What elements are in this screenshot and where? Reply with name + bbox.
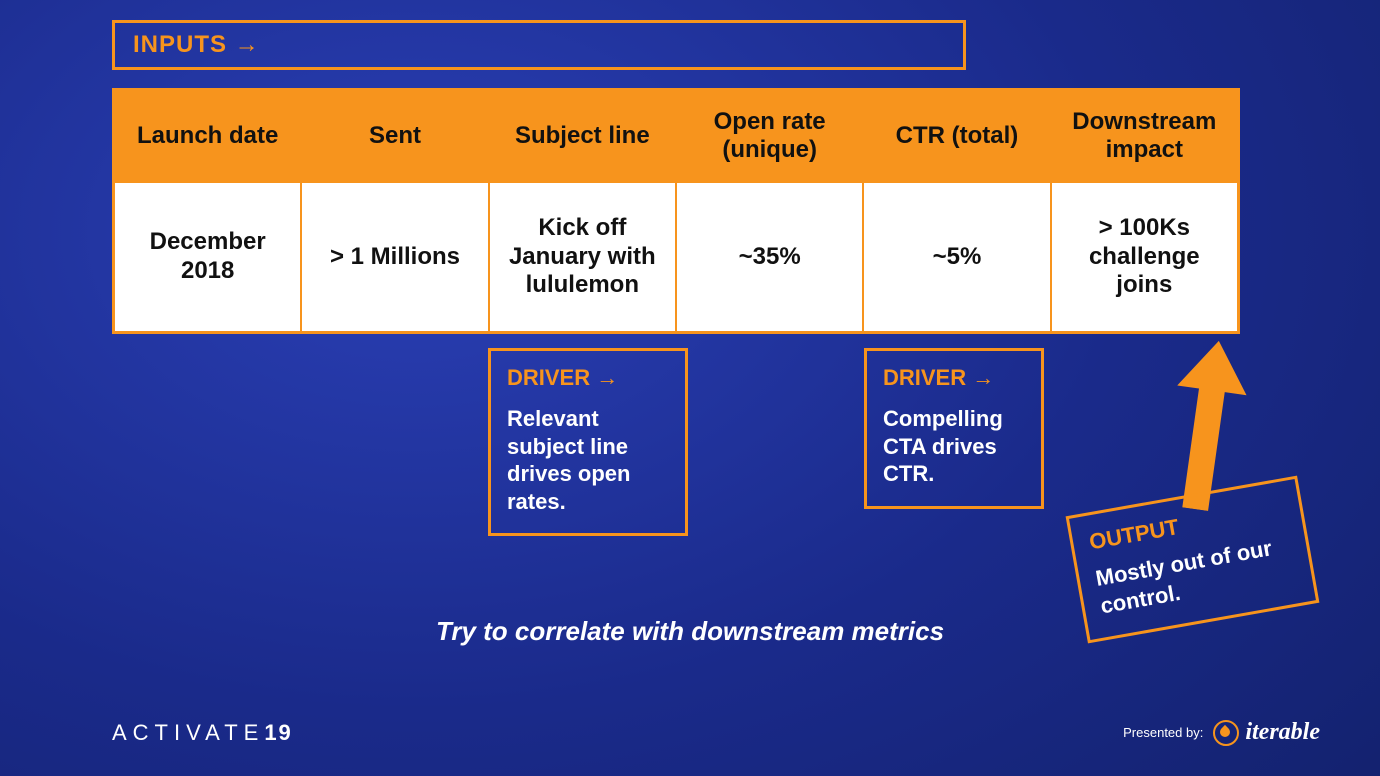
driver-label: DRIVER → — [883, 365, 1025, 391]
th-downstream: Downstream impact — [1051, 90, 1238, 182]
footer-year: 19 — [264, 720, 292, 745]
brand-name: iterable — [1245, 719, 1320, 746]
footer-brand-left: ACTIVATE19 — [112, 720, 293, 746]
th-ctr: CTR (total) — [863, 90, 1050, 182]
driver-label: DRIVER → — [507, 365, 669, 391]
th-subject-line: Subject line — [489, 90, 676, 182]
table-header-row: Launch date Sent Subject line Open rate … — [114, 90, 1238, 182]
inputs-label: INPUTS → — [133, 31, 260, 59]
inputs-box: INPUTS → — [112, 20, 966, 70]
td-ctr: ~5% — [863, 182, 1050, 332]
td-subject-line: Kick off January with lululemon — [489, 182, 676, 332]
iterable-logo-icon — [1213, 720, 1239, 746]
footer-activate: ACTIVATE — [112, 720, 264, 745]
td-open-rate: ~35% — [676, 182, 863, 332]
driver-body: Compelling CTA drives CTR. — [883, 405, 1025, 488]
driver-box-subject-line: DRIVER → Relevant subject line drives op… — [488, 348, 688, 536]
th-sent: Sent — [301, 90, 488, 182]
footer-brand-right: Presented by: iterable — [1123, 719, 1320, 746]
driver-box-cta: DRIVER → Compelling CTA drives CTR. — [864, 348, 1044, 509]
td-launch-date: December 2018 — [114, 182, 301, 332]
presented-by-label: Presented by: — [1123, 725, 1203, 740]
metrics-table: Launch date Sent Subject line Open rate … — [112, 88, 1240, 334]
brand-iterable: iterable — [1213, 719, 1320, 746]
th-open-rate: Open rate (unique) — [676, 90, 863, 182]
th-launch-date: Launch date — [114, 90, 301, 182]
table-row: December 2018 > 1 Millions Kick off Janu… — [114, 182, 1238, 332]
driver-body: Relevant subject line drives open rates. — [507, 405, 669, 515]
td-downstream: > 100Ks challenge joins — [1051, 182, 1238, 332]
td-sent: > 1 Millions — [301, 182, 488, 332]
